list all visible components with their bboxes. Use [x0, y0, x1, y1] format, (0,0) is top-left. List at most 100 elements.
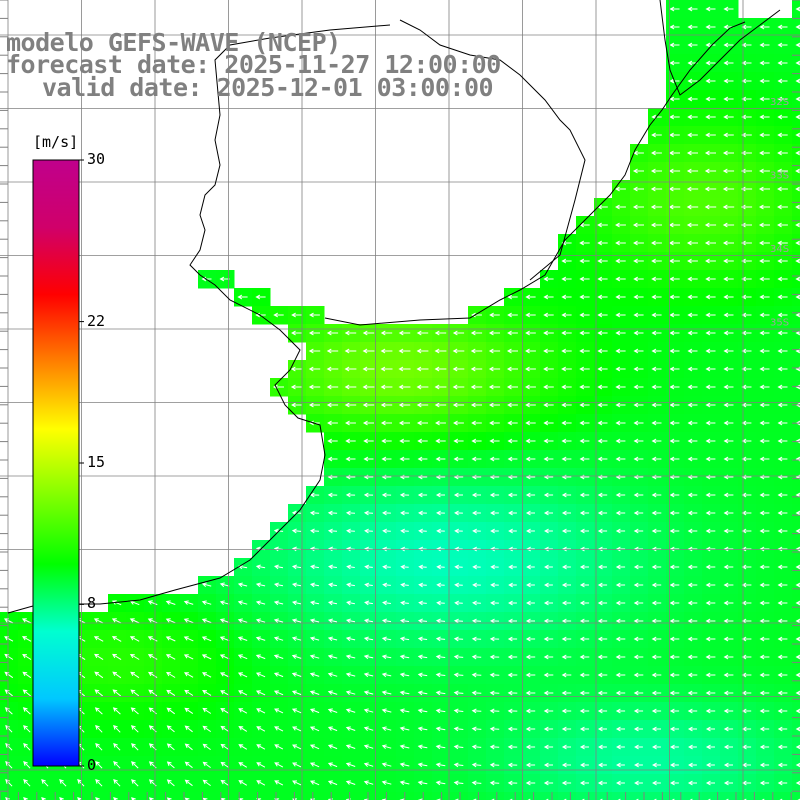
wind-arrow	[669, 258, 680, 264]
wind-arrow	[759, 654, 770, 660]
wind-arrow	[561, 294, 572, 300]
wind-arrow	[508, 600, 517, 606]
wind-arrow	[326, 366, 339, 372]
wind-arrow	[471, 420, 482, 426]
wind-arrow	[543, 276, 554, 282]
wind-arrow	[309, 600, 320, 606]
latitude-label: 32S	[770, 97, 789, 108]
wind-arrow	[327, 690, 338, 695]
wind-arrow	[417, 672, 428, 678]
wind-arrow	[705, 780, 715, 786]
wind-arrow	[597, 672, 608, 678]
wind-arrow	[686, 168, 699, 174]
wind-cell	[486, 792, 505, 800]
wind-arrow	[362, 420, 374, 426]
wind-arrow	[94, 671, 104, 679]
wind-arrow	[345, 672, 356, 677]
wind-arrow	[615, 546, 626, 552]
wind-arrow	[759, 564, 770, 570]
wind-arrow	[94, 689, 104, 697]
wind-arrow	[615, 564, 626, 570]
wind-arrow	[741, 330, 752, 336]
colorbar-tick-label: 0	[87, 756, 97, 774]
wind-arrow	[23, 761, 31, 769]
wind-arrow	[597, 294, 608, 300]
wind-arrow	[363, 510, 374, 516]
wind-arrow	[345, 510, 356, 516]
wind-arrow	[777, 438, 788, 444]
wind-arrow	[633, 708, 644, 714]
wind-arrow	[633, 312, 644, 318]
wind-arrow	[759, 78, 770, 84]
wind-arrow	[237, 294, 248, 300]
wind-arrow	[723, 564, 734, 570]
wind-arrow	[525, 690, 536, 696]
wind-arrow	[400, 564, 409, 570]
wind-arrow	[309, 582, 320, 588]
wind-arrow	[113, 724, 121, 733]
wind-arrow	[777, 330, 788, 336]
wind-arrow	[21, 636, 32, 642]
wind-arrow	[525, 510, 535, 516]
wind-arrow	[327, 510, 338, 516]
wind-arrow	[723, 600, 734, 606]
wind-arrow	[561, 600, 571, 606]
wind-arrow	[795, 762, 800, 768]
wind-arrow	[488, 384, 501, 390]
wind-arrow	[795, 6, 800, 12]
wind-arrow	[525, 420, 536, 426]
wind-arrow	[435, 726, 446, 732]
wind-arrow	[308, 348, 321, 354]
wind-arrow	[470, 384, 483, 390]
wind-arrow	[651, 276, 662, 282]
wind-arrow	[148, 797, 154, 800]
wind-arrow	[723, 402, 734, 408]
wind-arrow	[95, 724, 103, 733]
wind-arrow	[633, 384, 644, 390]
wind-arrow	[687, 456, 698, 462]
wind-arrow	[417, 492, 428, 498]
wind-arrow	[723, 546, 734, 552]
wind-arrow	[436, 600, 445, 606]
wind-arrow	[543, 384, 554, 390]
wind-arrow	[219, 582, 230, 588]
wind-arrow	[202, 707, 212, 714]
wind-arrow	[291, 654, 302, 659]
wind-arrow	[525, 780, 536, 786]
wind-arrow	[255, 312, 266, 318]
wind-arrow	[705, 384, 716, 390]
wind-arrow	[381, 690, 392, 696]
wind-arrow	[669, 42, 680, 48]
wind-arrow	[633, 366, 644, 372]
wind-arrow	[362, 384, 375, 390]
wind-arrow	[507, 690, 518, 696]
wind-arrow	[22, 671, 32, 679]
wind-arrow	[579, 708, 590, 714]
wind-arrow	[543, 636, 554, 642]
wind-arrow	[723, 96, 734, 102]
wind-arrow	[669, 708, 680, 714]
wind-arrow	[669, 60, 680, 66]
wind-arrow	[382, 510, 391, 516]
wind-cell	[378, 792, 397, 800]
wind-arrow	[543, 366, 554, 372]
wind-arrow	[274, 708, 284, 714]
wind-arrow	[5, 761, 13, 769]
wind-arrow	[201, 618, 212, 624]
wind-arrow	[632, 186, 644, 192]
wind-arrow	[130, 725, 139, 733]
wind-arrow	[615, 312, 626, 318]
wind-arrow	[722, 168, 735, 174]
wind-arrow	[508, 510, 517, 516]
wind-arrow	[166, 689, 176, 697]
wind-arrow	[687, 114, 698, 120]
wind-arrow	[219, 618, 230, 623]
wind-arrow	[184, 797, 190, 800]
coastline-east	[324, 21, 746, 326]
wind-arrow	[777, 258, 788, 264]
wind-arrow	[380, 402, 393, 408]
colorbar-tick-label: 8	[87, 594, 97, 613]
wind-arrow	[237, 672, 248, 678]
colorbar	[32, 159, 80, 767]
